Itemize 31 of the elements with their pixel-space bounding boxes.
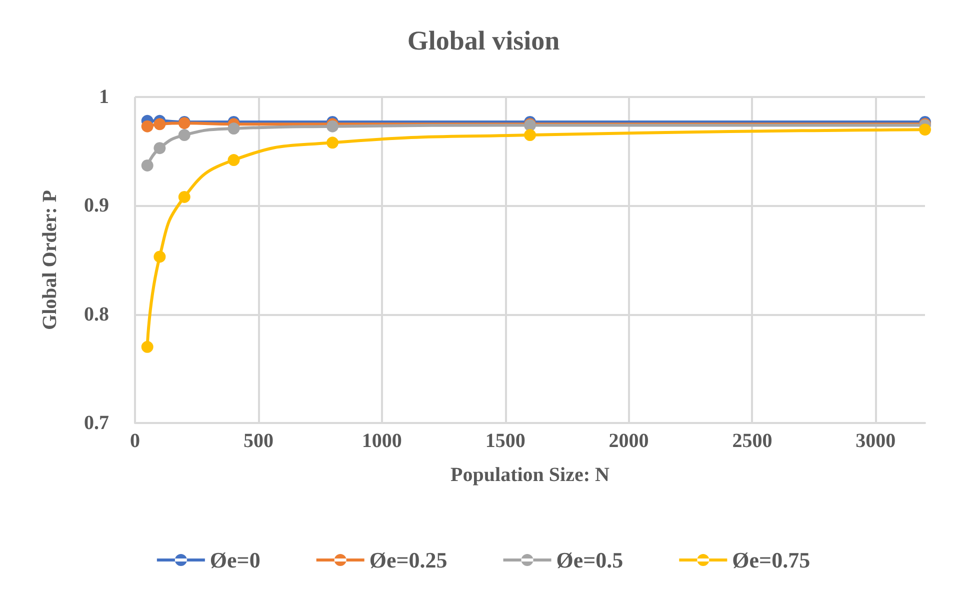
point <box>154 142 166 154</box>
point <box>141 120 154 132</box>
y-tick-label: 1 <box>99 86 109 108</box>
x-tick-label: 1500 <box>485 430 526 452</box>
legend-label: Øe=0.75 <box>732 548 810 572</box>
point <box>141 340 154 353</box>
point <box>178 190 190 203</box>
y-axis-title: Global Order: P <box>39 190 61 330</box>
legend-label: Øe=0.5 <box>556 548 624 572</box>
point <box>919 124 931 136</box>
x-tick-label: 2500 <box>732 430 772 452</box>
y-tick-label: 0.9 <box>84 194 109 217</box>
x-tick-label: 0 <box>130 430 140 452</box>
x-axis-title: Population Size: N <box>450 464 610 486</box>
x-tick-label: 1000 <box>362 430 402 452</box>
point <box>178 129 190 142</box>
chart-title: Global vision <box>407 26 560 56</box>
x-tick-label: 3000 <box>856 430 896 452</box>
point <box>524 129 536 142</box>
point <box>228 154 240 166</box>
legend-label: Øe=0.25 <box>369 548 448 572</box>
point <box>154 250 166 263</box>
point <box>228 122 240 135</box>
y-tick-label: 0.8 <box>84 303 109 326</box>
x-tick-label: 500 <box>243 430 274 452</box>
y-tick-label: 0.7 <box>84 412 109 434</box>
point <box>326 136 338 149</box>
point <box>141 159 154 172</box>
legend-label: Øe=0 <box>210 548 260 572</box>
point <box>154 118 166 130</box>
x-tick-label: 2000 <box>608 430 649 452</box>
